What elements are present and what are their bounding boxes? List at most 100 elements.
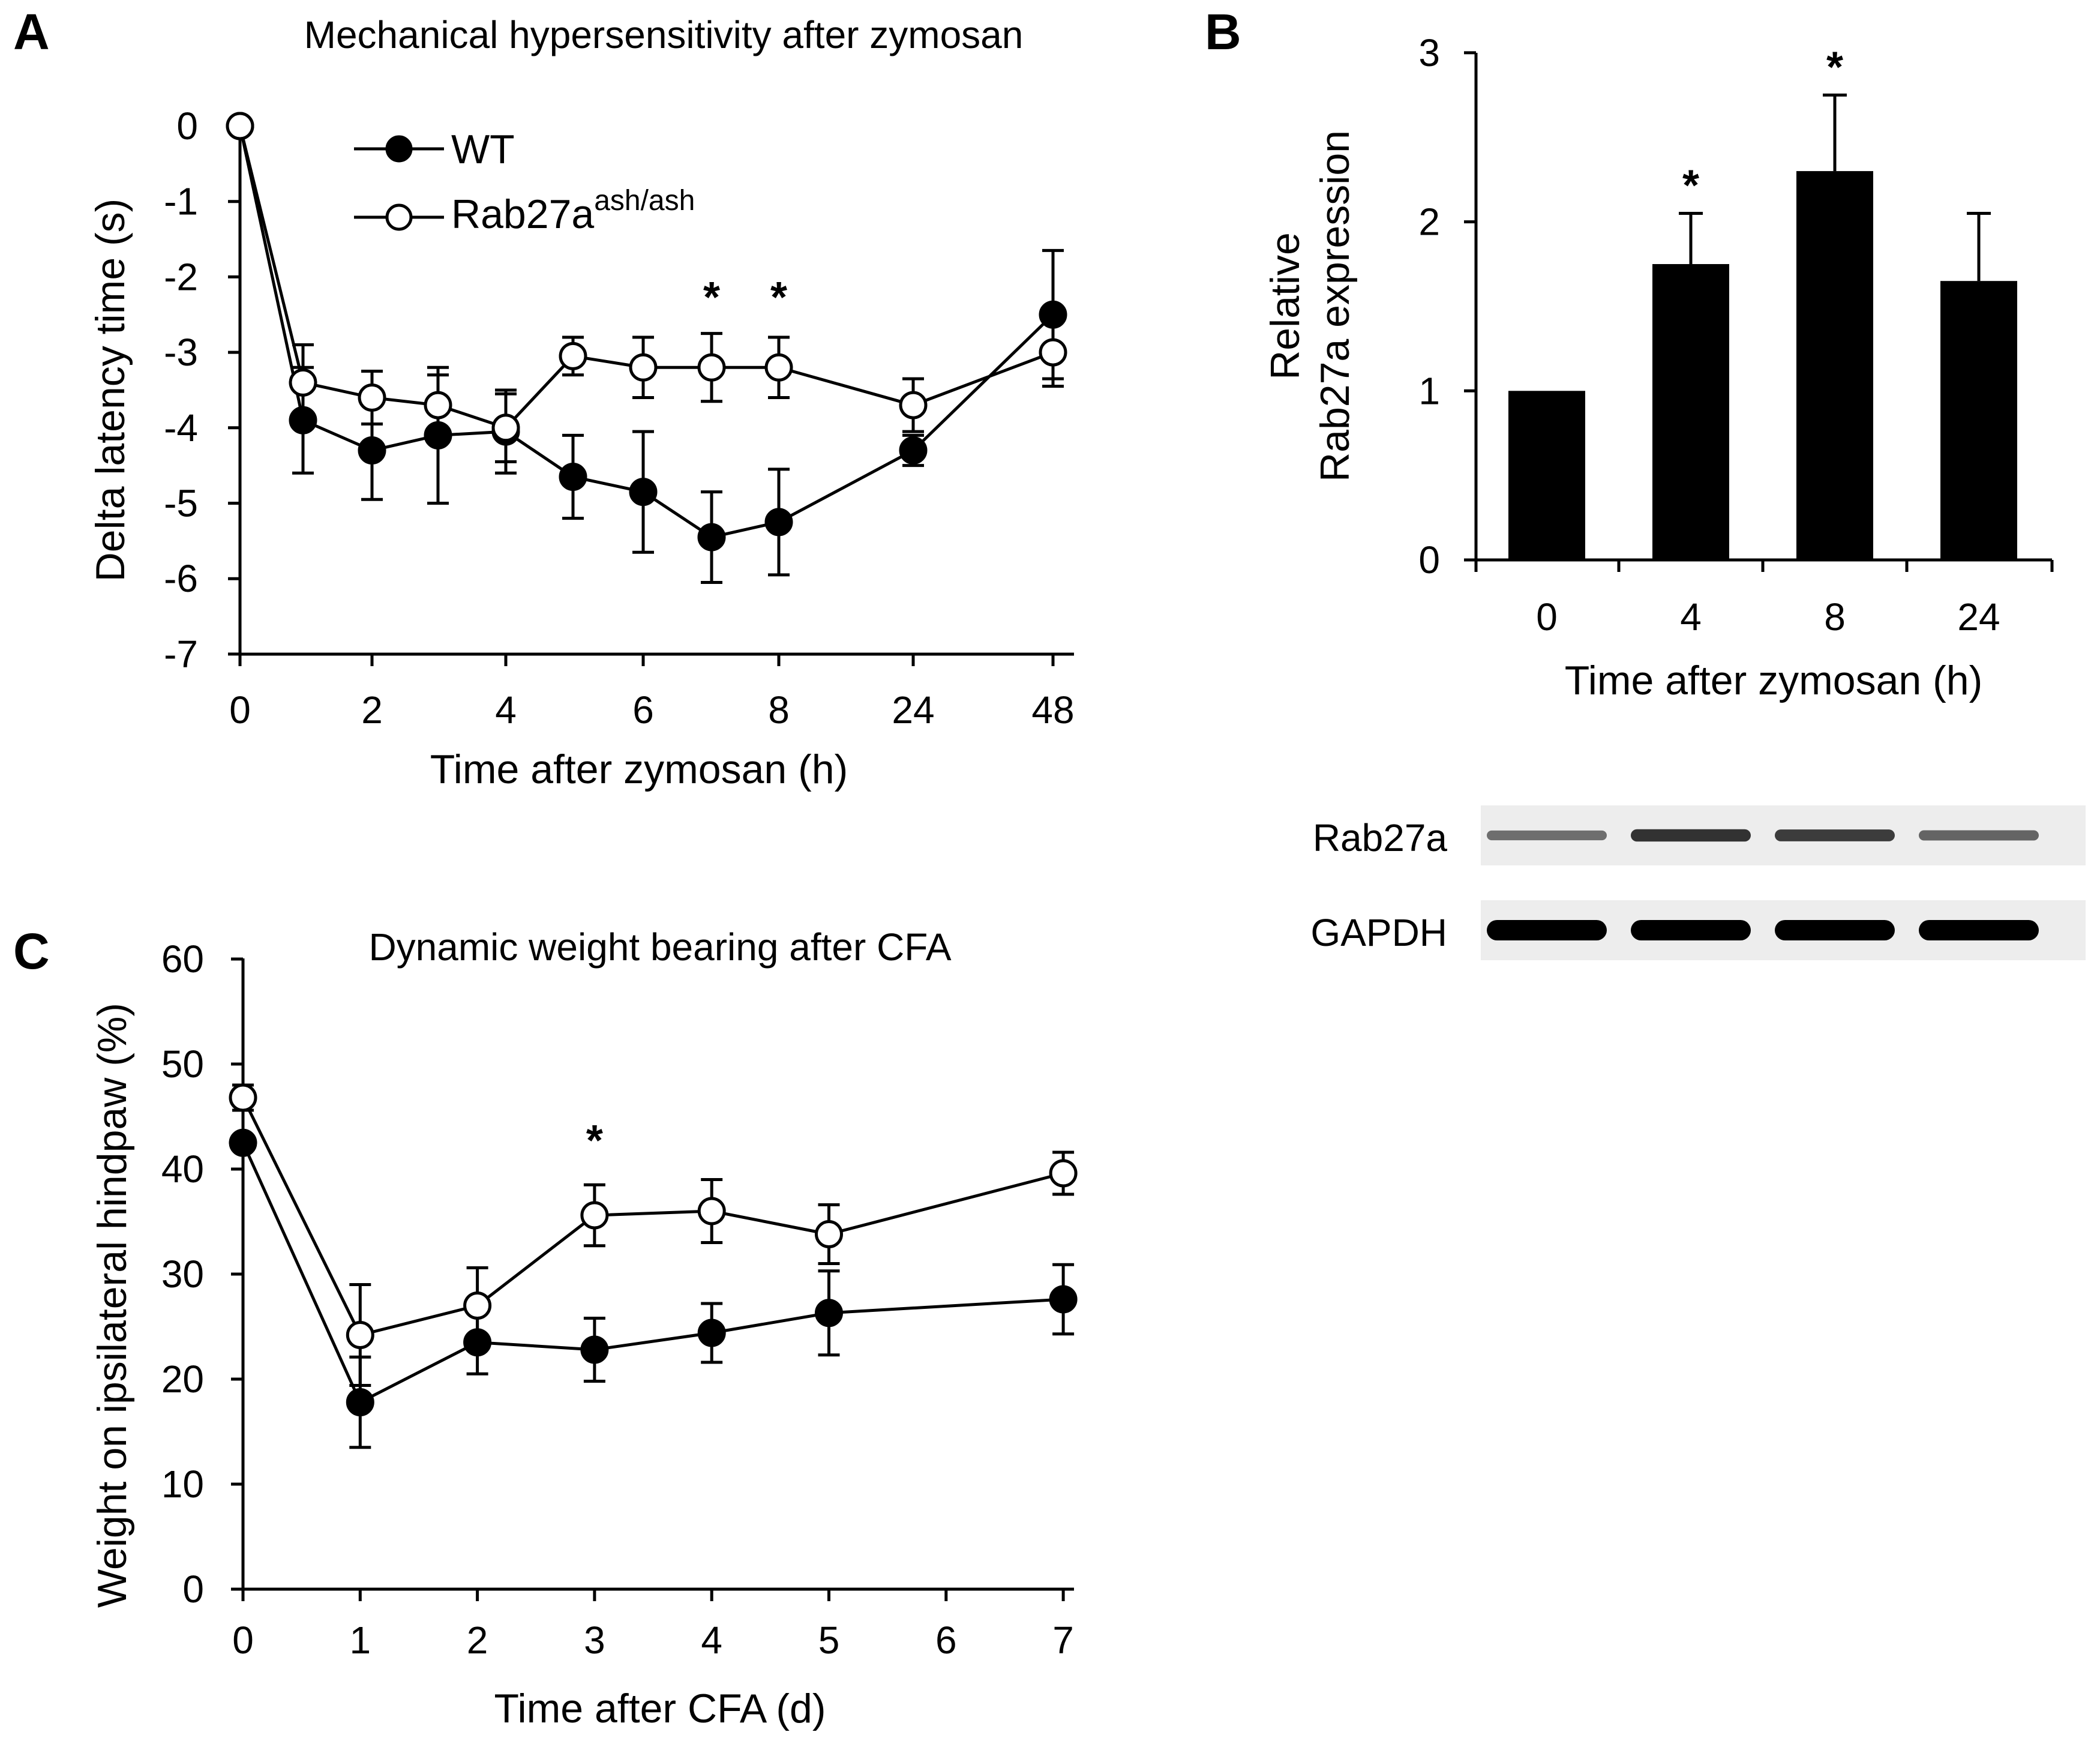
data-point-rab27a bbox=[358, 383, 386, 412]
x-tick-label: 5 bbox=[818, 1619, 840, 1662]
y-tick-label: 30 bbox=[161, 1252, 204, 1296]
x-tick-label: 7 bbox=[1052, 1619, 1074, 1662]
x-tick-label: 1 bbox=[350, 1619, 371, 1662]
data-point-rab27a bbox=[226, 112, 254, 140]
blot-band-gapdh bbox=[1487, 920, 1607, 940]
x-tick-label: 8 bbox=[768, 688, 790, 732]
y-tick-label: -6 bbox=[164, 557, 198, 600]
y-tick-label: -5 bbox=[164, 482, 198, 525]
data-point-rab27a bbox=[764, 353, 793, 382]
significance-star: * bbox=[770, 274, 787, 322]
significance-star: * bbox=[1826, 43, 1843, 91]
y-tick-label: -4 bbox=[164, 406, 198, 450]
panel-a-x-axis-label: Time after zymosan (h) bbox=[430, 747, 848, 792]
data-point-wt bbox=[559, 463, 587, 492]
data-point-rab27a bbox=[697, 353, 726, 382]
blot-band-rab27a bbox=[1487, 830, 1607, 841]
x-tick-label: 0 bbox=[232, 1619, 254, 1662]
panel-c-annotations: * bbox=[586, 1117, 603, 1165]
significance-star: * bbox=[586, 1117, 603, 1165]
data-point-rab27a bbox=[491, 413, 520, 442]
y-tick-label: -3 bbox=[164, 331, 198, 374]
x-tick-label: 8 bbox=[1824, 595, 1846, 639]
data-point-rab27a bbox=[580, 1201, 609, 1230]
panel-a-y-ticks: 0 -1 -2 -3 -4 -5 -6 -7 bbox=[164, 104, 240, 676]
panel-c-y-ticks: 0 10 20 30 40 50 60 bbox=[161, 937, 243, 1611]
data-point-rab27a bbox=[463, 1291, 492, 1320]
panel-b-y-axis-label-line2: Rab27a expression bbox=[1312, 130, 1358, 482]
panel-a-annotations: * * bbox=[703, 274, 787, 322]
y-tick-label: 0 bbox=[1418, 538, 1440, 582]
y-tick-label: -7 bbox=[164, 633, 198, 676]
panel-b: B Relative Rab27a expression Time after … bbox=[1205, 4, 2086, 960]
blot-band-rab27a bbox=[1631, 829, 1751, 842]
legend-wt-marker bbox=[385, 135, 413, 163]
series-line-wt bbox=[241, 1142, 1064, 1404]
panel-c-x-axis-label: Time after CFA (d) bbox=[494, 1686, 826, 1731]
x-tick-label: 0 bbox=[1536, 595, 1558, 639]
panel-letter-b: B bbox=[1205, 4, 1241, 60]
y-tick-label: 40 bbox=[161, 1147, 204, 1191]
data-point-wt bbox=[1049, 1285, 1078, 1314]
legend-rab27a-name: Rab27a bbox=[451, 191, 594, 237]
bar-8h bbox=[1796, 171, 1873, 561]
bar-24h bbox=[1940, 281, 2017, 560]
x-tick-label: 6 bbox=[632, 688, 654, 732]
data-point-rab27a bbox=[424, 391, 452, 419]
y-tick-label: 0 bbox=[182, 1568, 204, 1611]
panel-c-x-ticks: 0 1 2 3 4 5 6 7 bbox=[232, 1589, 1074, 1662]
data-point-wt bbox=[764, 508, 793, 537]
x-tick-label: 48 bbox=[1031, 688, 1074, 732]
panel-c-y-axis-label: Weight on ipsilateral hindpaw (%) bbox=[89, 1003, 135, 1608]
panel-b-annotations: ** bbox=[1682, 43, 1843, 209]
y-tick-label: 1 bbox=[1418, 369, 1440, 412]
x-tick-label: 4 bbox=[495, 688, 517, 732]
data-point-rab27a bbox=[899, 391, 928, 419]
panel-a-x-ticks: 0 2 4 6 8 24 48 bbox=[229, 654, 1075, 732]
panel-c: C Dynamic weight bearing after CFA Weigh… bbox=[13, 923, 1078, 1731]
y-tick-label: 10 bbox=[161, 1463, 204, 1506]
series-line-rab27a bbox=[241, 1096, 1064, 1337]
x-tick-label: 0 bbox=[229, 688, 251, 732]
x-tick-label: 2 bbox=[361, 688, 383, 732]
data-point-rab27a bbox=[815, 1220, 843, 1248]
y-tick-label: 3 bbox=[1418, 31, 1440, 74]
significance-star: * bbox=[1682, 162, 1699, 210]
blot-bands bbox=[1487, 829, 2039, 940]
x-tick-label: 4 bbox=[1680, 595, 1702, 639]
significance-star: * bbox=[703, 274, 720, 322]
data-point-wt bbox=[580, 1335, 609, 1364]
panel-a-legend: WT Rab27aash/ash bbox=[354, 127, 695, 237]
legend-rab27a-superscript: ash/ash bbox=[594, 185, 695, 217]
x-tick-label: 3 bbox=[584, 1619, 605, 1662]
data-point-rab27a bbox=[229, 1083, 257, 1112]
y-tick-label: 2 bbox=[1418, 200, 1440, 244]
data-point-wt bbox=[358, 436, 386, 465]
data-point-rab27a bbox=[559, 341, 587, 370]
x-tick-label: 6 bbox=[935, 1619, 957, 1662]
panel-b-y-ticks: 0 1 2 3 bbox=[1418, 31, 1476, 582]
data-point-wt bbox=[229, 1128, 257, 1157]
data-point-rab27a bbox=[1049, 1159, 1078, 1188]
panel-b-y-axis-label-line1: Relative bbox=[1262, 232, 1308, 380]
data-point-wt bbox=[629, 478, 658, 507]
x-tick-label: 2 bbox=[467, 1619, 488, 1662]
y-tick-label: 0 bbox=[176, 104, 198, 148]
bar-0h bbox=[1508, 391, 1585, 560]
panel-a-title: Mechanical hypersensitivity after zymosa… bbox=[304, 13, 1024, 56]
data-point-wt bbox=[346, 1388, 374, 1416]
y-tick-label: 60 bbox=[161, 937, 204, 981]
x-tick-label: 24 bbox=[892, 688, 934, 732]
y-tick-label: 20 bbox=[161, 1358, 204, 1401]
data-point-rab27a bbox=[346, 1321, 374, 1349]
panel-a-series bbox=[226, 112, 1067, 584]
panel-a: A Mechanical hypersensitivity after zymo… bbox=[13, 4, 1075, 792]
data-point-rab27a bbox=[629, 353, 658, 382]
x-tick-label: 4 bbox=[701, 1619, 722, 1662]
blot-band-rab27a bbox=[1775, 829, 1895, 841]
data-point-wt bbox=[697, 1319, 726, 1347]
blot-band-gapdh bbox=[1631, 920, 1751, 940]
y-tick-label: -2 bbox=[164, 255, 198, 298]
x-tick-label: 24 bbox=[1957, 595, 2000, 639]
